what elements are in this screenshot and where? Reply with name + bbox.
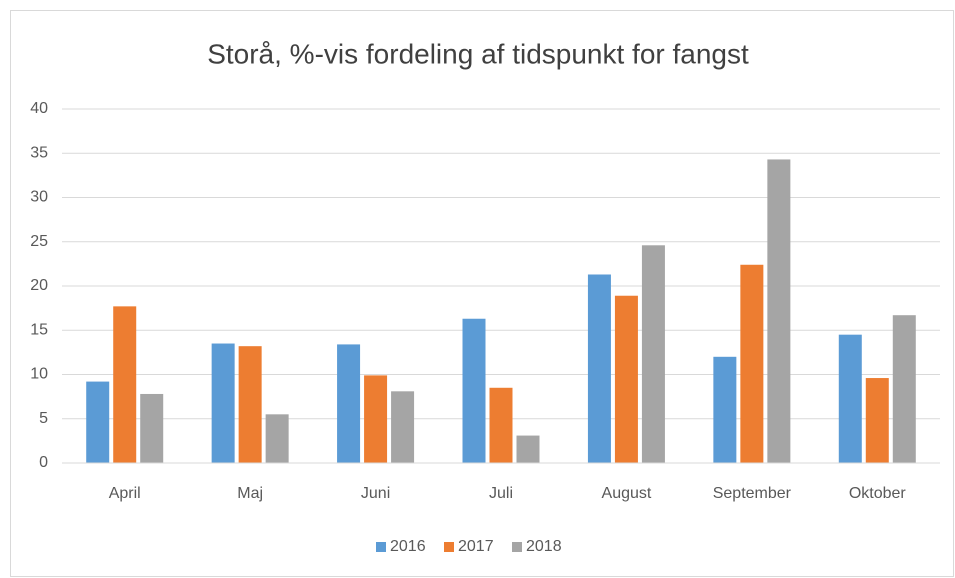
- y-tick-label: 0: [39, 454, 48, 471]
- x-tick-label: Juni: [361, 485, 390, 502]
- bar: [238, 346, 262, 463]
- chart-title: Storå, %-vis fordeling af tidspunkt for …: [207, 38, 749, 69]
- bar: [337, 344, 361, 463]
- bar: [86, 381, 110, 463]
- y-tick-label: 40: [30, 100, 48, 117]
- bar: [140, 393, 164, 463]
- x-tick-label: August: [602, 485, 652, 502]
- bar: [614, 295, 638, 463]
- bar: [641, 245, 665, 463]
- bar: [516, 435, 540, 463]
- bar: [865, 378, 889, 463]
- y-tick-label: 30: [30, 189, 48, 206]
- y-tick-label: 20: [30, 277, 48, 294]
- x-tick-label: Maj: [237, 485, 263, 502]
- bar: [489, 387, 513, 463]
- y-tick-label: 5: [39, 410, 48, 427]
- legend-label: 2016: [390, 538, 426, 555]
- bar: [462, 318, 486, 463]
- bar: [713, 356, 737, 463]
- bar: [364, 375, 388, 463]
- y-tick-label: 15: [30, 321, 48, 338]
- legend-swatch: [444, 542, 454, 552]
- bar: [265, 414, 289, 463]
- legend-label: 2018: [526, 538, 562, 555]
- bar: [211, 343, 235, 463]
- legend-swatch: [376, 542, 386, 552]
- bar: [892, 315, 916, 463]
- bar: [391, 391, 415, 463]
- bar: [587, 274, 611, 463]
- x-tick-label: Oktober: [849, 485, 907, 502]
- chart-border: [10, 10, 954, 577]
- y-tick-label: 25: [30, 233, 48, 250]
- x-tick-label: September: [713, 485, 792, 502]
- bar: [113, 306, 137, 463]
- bar: [838, 334, 862, 463]
- x-tick-label: April: [109, 485, 141, 502]
- bar: [740, 264, 764, 463]
- bar: [767, 159, 791, 463]
- x-tick-label: Juli: [489, 485, 513, 502]
- legend-label: 2017: [458, 538, 494, 555]
- y-tick-label: 35: [30, 144, 48, 161]
- y-tick-label: 10: [30, 366, 48, 383]
- legend-swatch: [512, 542, 522, 552]
